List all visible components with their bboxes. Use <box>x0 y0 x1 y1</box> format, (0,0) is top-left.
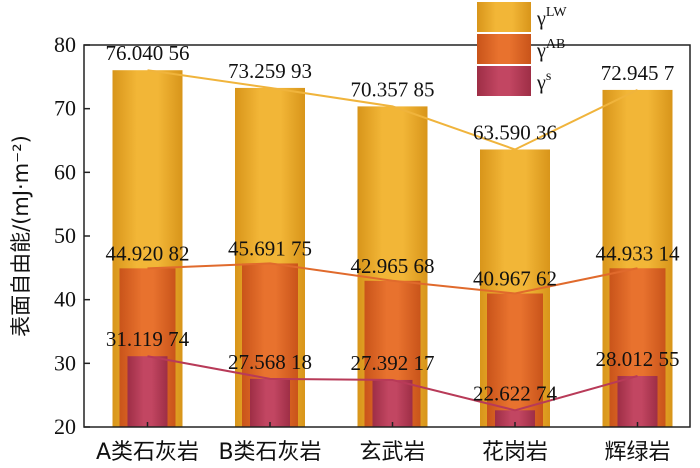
axes-layer: 20 30 40 50 60 70 80 A类石灰岩 B类石灰岩 玄武岩 花岗岩 辉绿岩 表面自由能/(… <box>9 32 691 465</box>
bar-s-0 <box>127 356 168 427</box>
data-label-ab-0: 44.920 82 <box>106 241 190 265</box>
legend-label-s: γs <box>536 69 551 94</box>
data-label-lw-1: 73.259 93 <box>228 59 312 83</box>
x-tick-label: 玄武岩 <box>359 440 425 465</box>
y-tick-label: 70 <box>54 96 76 121</box>
data-label-s-3: 22.622 74 <box>473 381 558 405</box>
x-tick-label: 辉绿岩 <box>604 440 670 465</box>
bar-s-2 <box>372 379 413 427</box>
y-tick-label: 60 <box>54 159 76 184</box>
trend-line-s <box>147 355 638 412</box>
data-label-lw-3: 63.590 36 <box>473 120 557 144</box>
y-tick-label: 50 <box>54 223 76 248</box>
data-label-s-2: 27.392 17 <box>351 351 435 375</box>
trend-line-lw <box>147 69 638 151</box>
trend-line-ab <box>147 262 638 295</box>
data-label-ab-4: 44.933 14 <box>596 241 681 265</box>
x-tick-label: B类石灰岩 <box>218 440 321 465</box>
bar-s-4 <box>617 375 658 427</box>
data-label-ab-3: 40.967 62 <box>473 267 557 291</box>
y-tick-label: 20 <box>54 414 76 439</box>
data-label-ab-1: 45.691 75 <box>228 236 312 260</box>
data-label-ab-2: 42.965 68 <box>351 254 435 278</box>
legend: γLW γAB γs <box>477 2 567 96</box>
data-label-s-4: 28.012 55 <box>596 347 680 371</box>
legend-swatch-s <box>477 66 531 96</box>
data-label-s-0: 31.119 74 <box>106 327 190 351</box>
legend-label-ab: γAB <box>536 37 565 62</box>
y-tick-label: 40 <box>54 287 76 312</box>
x-tick-label: 花岗岩 <box>482 440 548 465</box>
bars-layer <box>112 70 673 428</box>
bar-s-1 <box>250 378 290 427</box>
bar-s-3 <box>495 410 535 427</box>
data-label-lw-4: 72.945 7 <box>601 61 675 85</box>
y-tick-label: 80 <box>54 32 76 57</box>
legend-swatch-lw <box>477 2 531 32</box>
data-label-lw-2: 70.357 85 <box>351 77 435 101</box>
x-tick-label: A类石灰岩 <box>96 440 199 465</box>
bar-ab-3 <box>487 293 543 427</box>
y-axis-label: 表面自由能/(mJ·m⁻²) <box>9 135 33 337</box>
legend-swatch-ab <box>477 34 531 64</box>
legend-label-lw: γLW <box>536 5 567 30</box>
data-label-s-1: 27.568 18 <box>228 350 312 374</box>
y-tick-label: 30 <box>54 350 76 375</box>
trend-lines-layer <box>147 69 638 412</box>
